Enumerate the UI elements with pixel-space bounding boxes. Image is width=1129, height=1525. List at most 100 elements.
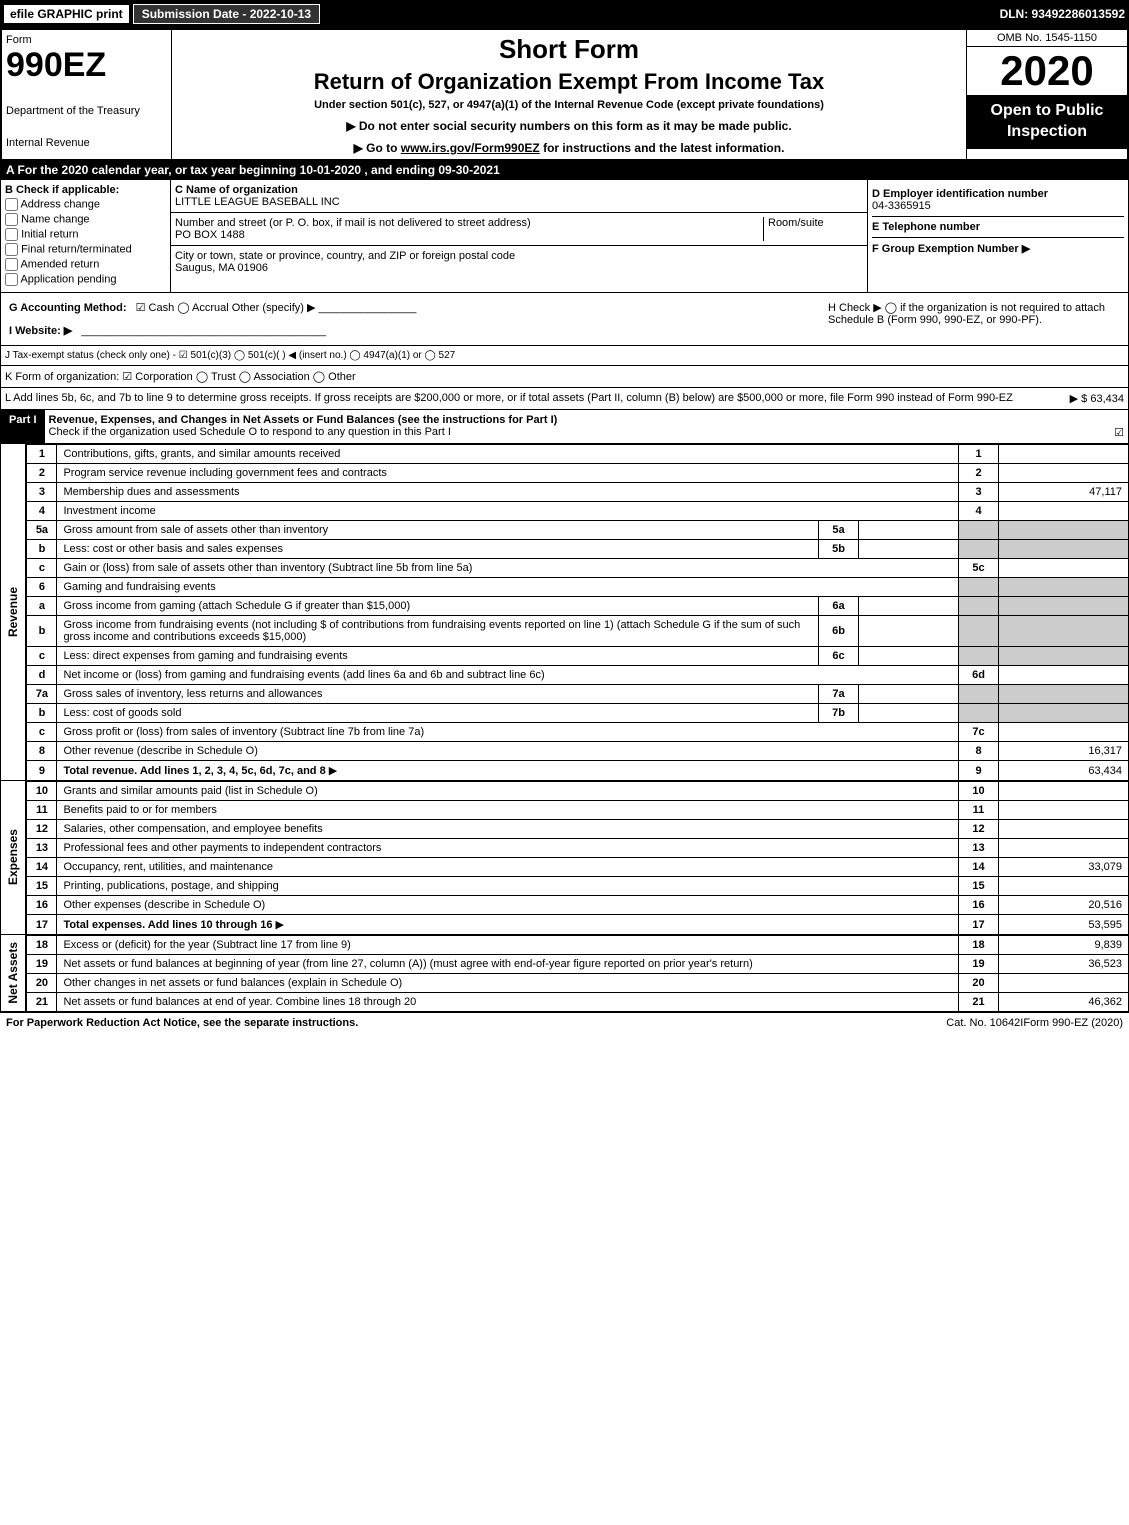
line-6d: dNet income or (loss) from gaming and fu… bbox=[27, 666, 1129, 685]
line-5b: bLess: cost or other basis and sales exp… bbox=[27, 540, 1129, 559]
form-meta-block: OMB No. 1545-1150 2020 Open to Public In… bbox=[967, 30, 1127, 159]
line-10: 10Grants and similar amounts paid (list … bbox=[27, 782, 1129, 801]
line-6b: bGross income from fundraising events (n… bbox=[27, 616, 1129, 647]
form-label: Form bbox=[6, 34, 167, 46]
line-15: 15Printing, publications, postage, and s… bbox=[27, 877, 1129, 896]
part1-header: Part I Revenue, Expenses, and Changes in… bbox=[0, 410, 1129, 444]
line-2: 2Program service revenue including gover… bbox=[27, 464, 1129, 483]
line-19: 19Net assets or fund balances at beginni… bbox=[27, 955, 1129, 974]
row-j: J Tax-exempt status (check only one) - ☑… bbox=[0, 346, 1129, 366]
expenses-sidebar: Expenses bbox=[1, 781, 26, 935]
header-bar: efile GRAPHIC print Submission Date - 20… bbox=[0, 0, 1129, 28]
row-g-h: G Accounting Method: ☑ Cash ◯ Accrual Ot… bbox=[0, 293, 1129, 346]
line-7a: 7aGross sales of inventory, less returns… bbox=[27, 685, 1129, 704]
line-6c: cLess: direct expenses from gaming and f… bbox=[27, 647, 1129, 666]
j-text: J Tax-exempt status (check only one) - ☑… bbox=[5, 350, 455, 361]
part1-label: Part I bbox=[1, 410, 45, 443]
part1-title-block: Revenue, Expenses, and Changes in Net As… bbox=[45, 410, 1128, 443]
form-id-block: Form 990EZ Department of the Treasury In… bbox=[2, 30, 172, 159]
i-label: I Website: ▶ bbox=[9, 325, 72, 337]
part1-check-text: Check if the organization used Schedule … bbox=[49, 426, 451, 438]
goto-line: ▶ Go to www.irs.gov/Form990EZ for instru… bbox=[180, 141, 958, 155]
line-18: 18Excess or (deficit) for the year (Subt… bbox=[27, 936, 1129, 955]
line-7c: cGross profit or (loss) from sales of in… bbox=[27, 723, 1129, 742]
box-d: D Employer identification number 04-3365… bbox=[868, 180, 1128, 292]
box-b: B Check if applicable: Address change Na… bbox=[1, 180, 171, 292]
row-h: H Check ▶ ◯ if the organization is not r… bbox=[824, 297, 1124, 330]
dept-irs: Internal Revenue bbox=[6, 137, 167, 149]
k-text: K Form of organization: ☑ Corporation ◯ … bbox=[5, 370, 356, 383]
revenue-section: Revenue 1Contributions, gifts, grants, a… bbox=[0, 444, 1129, 781]
g-label: G Accounting Method: bbox=[9, 302, 127, 314]
line-21: 21Net assets or fund balances at end of … bbox=[27, 993, 1129, 1012]
efile-label: efile GRAPHIC print bbox=[4, 5, 129, 23]
line-14: 14Occupancy, rent, utilities, and mainte… bbox=[27, 858, 1129, 877]
ein-cell: D Employer identification number 04-3365… bbox=[872, 184, 1124, 217]
line-16: 16Other expenses (describe in Schedule O… bbox=[27, 896, 1129, 915]
tax-year: 2020 bbox=[967, 47, 1127, 95]
footer: For Paperwork Reduction Act Notice, see … bbox=[0, 1012, 1129, 1033]
submission-date: Submission Date - 2022-10-13 bbox=[133, 4, 320, 24]
form-header: Form 990EZ Department of the Treasury In… bbox=[0, 28, 1129, 161]
street: PO BOX 1488 bbox=[175, 229, 245, 241]
line-8: 8Other revenue (describe in Schedule O)8… bbox=[27, 742, 1129, 761]
city: Saugus, MA 01906 bbox=[175, 262, 268, 274]
dln: DLN: 93492286013592 bbox=[1000, 7, 1125, 21]
revenue-sidebar: Revenue bbox=[1, 444, 26, 781]
expenses-table: 10Grants and similar amounts paid (list … bbox=[26, 781, 1129, 935]
row-l: L Add lines 5b, 6c, and 7b to line 9 to … bbox=[0, 388, 1129, 410]
room-label: Room/suite bbox=[768, 217, 824, 229]
part1-title: Revenue, Expenses, and Changes in Net As… bbox=[49, 414, 558, 426]
group-cell: F Group Exemption Number ▶ bbox=[872, 238, 1124, 255]
line-12: 12Salaries, other compensation, and empl… bbox=[27, 820, 1129, 839]
l-amount: ▶ $ 63,434 bbox=[1070, 392, 1124, 405]
chk-final-return[interactable]: Final return/terminated bbox=[5, 243, 166, 256]
netassets-section: Net Assets 18Excess or (deficit) for the… bbox=[0, 935, 1129, 1012]
dept-treasury: Department of the Treasury bbox=[6, 105, 167, 117]
city-cell: City or town, state or province, country… bbox=[171, 246, 867, 278]
line-6a: aGross income from gaming (attach Schedu… bbox=[27, 597, 1129, 616]
chk-amended-return[interactable]: Amended return bbox=[5, 258, 166, 271]
form-title-block: Short Form Return of Organization Exempt… bbox=[172, 30, 967, 159]
chk-application-pending[interactable]: Application pending bbox=[5, 273, 166, 286]
warning-line: ▶ Do not enter social security numbers o… bbox=[180, 119, 958, 133]
line-4: 4Investment income4 bbox=[27, 502, 1129, 521]
footer-mid: Cat. No. 10642I bbox=[946, 1017, 1023, 1029]
box-c: C Name of organization LITTLE LEAGUE BAS… bbox=[171, 180, 868, 292]
g-accrual: Accrual bbox=[192, 302, 229, 314]
irs-link[interactable]: www.irs.gov/Form990EZ bbox=[401, 141, 540, 155]
line-6: 6Gaming and fundraising events bbox=[27, 578, 1129, 597]
chk-address-change[interactable]: Address change bbox=[5, 198, 166, 211]
goto-post: for instructions and the latest informat… bbox=[540, 141, 785, 155]
line-11: 11Benefits paid to or for members11 bbox=[27, 801, 1129, 820]
open-public-badge: Open to Public Inspection bbox=[967, 95, 1127, 149]
line-13: 13Professional fees and other payments t… bbox=[27, 839, 1129, 858]
ein: 04-3365915 bbox=[872, 200, 1124, 212]
org-name: LITTLE LEAGUE BASEBALL INC bbox=[175, 196, 340, 208]
form-number: 990EZ bbox=[6, 46, 167, 85]
line-7b: bLess: cost of goods sold7b bbox=[27, 704, 1129, 723]
row-k: K Form of organization: ☑ Corporation ◯ … bbox=[0, 366, 1129, 388]
subtitle: Under section 501(c), 527, or 4947(a)(1)… bbox=[180, 99, 958, 111]
line-1: 1Contributions, gifts, grants, and simil… bbox=[27, 445, 1129, 464]
footer-right: Form 990-EZ (2020) bbox=[1023, 1017, 1123, 1029]
line-5c: cGain or (loss) from sale of assets othe… bbox=[27, 559, 1129, 578]
box-b-title: B Check if applicable: bbox=[5, 184, 166, 196]
line-17: 17Total expenses. Add lines 10 through 1… bbox=[27, 915, 1129, 935]
ein-label: D Employer identification number bbox=[872, 188, 1124, 200]
line-5a: 5aGross amount from sale of assets other… bbox=[27, 521, 1129, 540]
phone-label: E Telephone number bbox=[872, 221, 1124, 233]
line-3: 3Membership dues and assessments347,117 bbox=[27, 483, 1129, 502]
street-label: Number and street (or P. O. box, if mail… bbox=[175, 217, 531, 229]
org-name-label: C Name of organization bbox=[175, 184, 298, 196]
part1-checkbox[interactable]: ☑ bbox=[1114, 426, 1124, 439]
row-g: G Accounting Method: ☑ Cash ◯ Accrual Ot… bbox=[5, 297, 824, 341]
chk-name-change[interactable]: Name change bbox=[5, 213, 166, 226]
group-label: F Group Exemption Number ▶ bbox=[872, 243, 1030, 255]
chk-initial-return[interactable]: Initial return bbox=[5, 228, 166, 241]
line-20: 20Other changes in net assets or fund ba… bbox=[27, 974, 1129, 993]
goto-pre: ▶ Go to bbox=[354, 141, 401, 155]
netassets-sidebar: Net Assets bbox=[1, 935, 26, 1012]
phone-cell: E Telephone number bbox=[872, 217, 1124, 238]
g-cash: Cash bbox=[149, 302, 175, 314]
